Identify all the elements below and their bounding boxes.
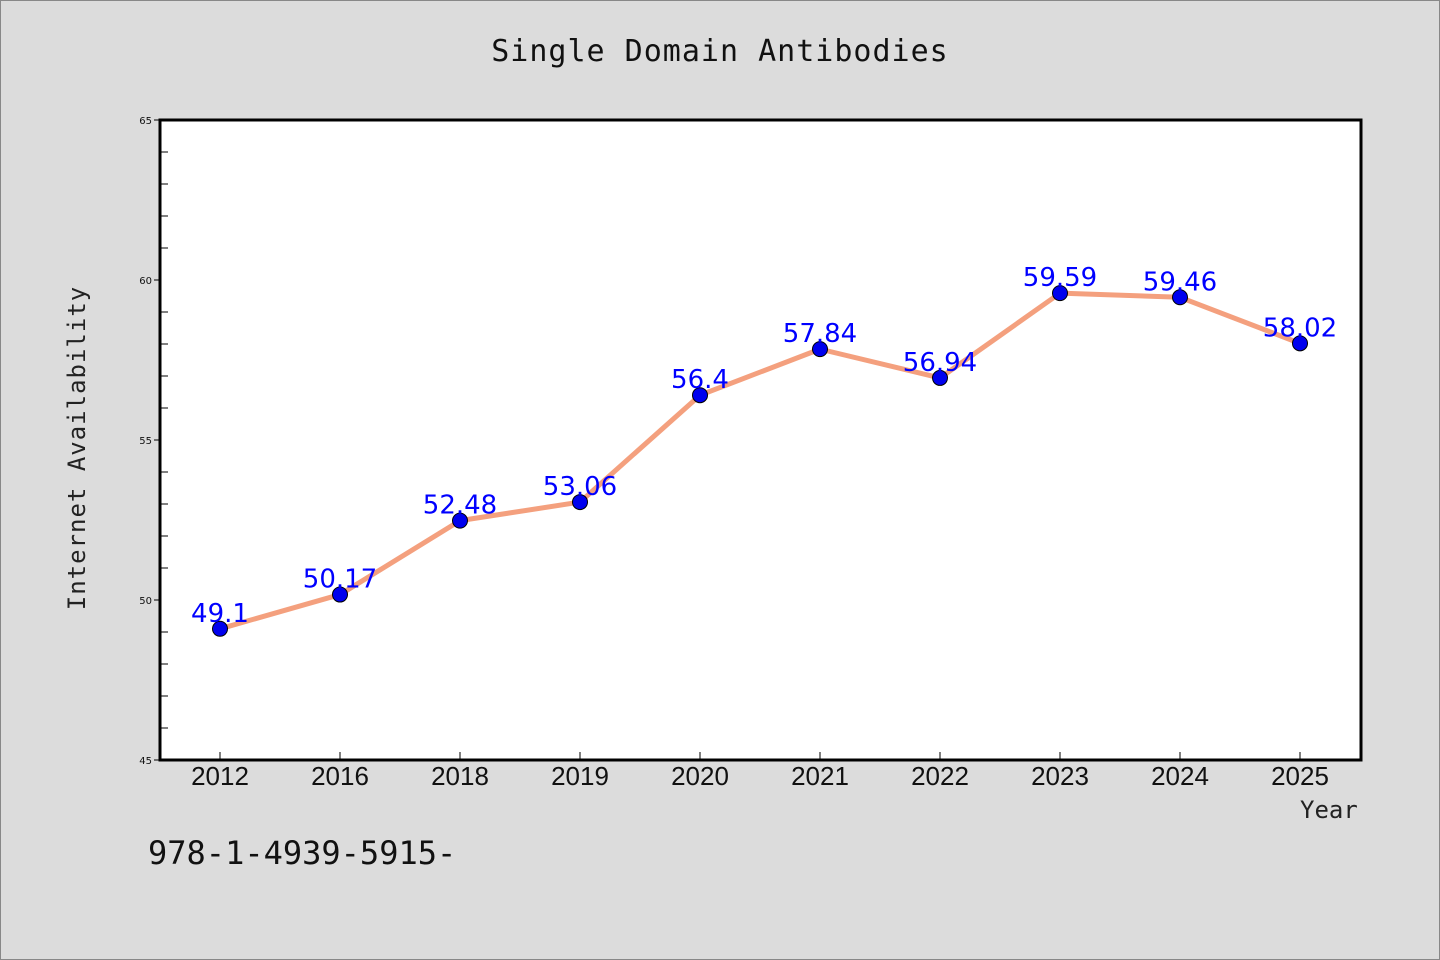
data-point — [212, 620, 228, 637]
data-point — [812, 341, 828, 358]
x-tick-label: 2021 — [791, 761, 849, 791]
data-point — [932, 369, 948, 386]
data-label: 58.02 — [1263, 313, 1337, 343]
data-label: 56.4 — [671, 365, 729, 395]
data-point — [692, 387, 708, 404]
x-tick-label: 2019 — [551, 761, 609, 791]
y-tick-label: 45 — [139, 756, 152, 767]
series-line — [217, 290, 1303, 632]
chart-title: Single Domain Antibodies — [491, 34, 949, 69]
y-tick-label: 55 — [139, 436, 152, 447]
data-label: 59.46 — [1143, 267, 1217, 297]
data-point — [452, 512, 468, 529]
y-tick-label: 50 — [139, 596, 152, 607]
x-tick-label: 2018 — [431, 761, 489, 791]
data-point — [1292, 335, 1308, 352]
x-tick-label: 2023 — [1031, 761, 1089, 791]
y-tick-label: 60 — [139, 276, 152, 287]
x-tick-label: 2024 — [1151, 761, 1209, 791]
x-tick-label: 2016 — [311, 761, 369, 791]
plot-frame — [158, 118, 1363, 762]
y-tick-label: 65 — [139, 116, 152, 127]
data-point — [332, 586, 348, 603]
x-tick-label: 2020 — [671, 761, 729, 791]
data-label: 57.84 — [783, 319, 857, 349]
x-tick-label: 2012 — [191, 761, 249, 791]
data-point — [572, 494, 588, 511]
x-tick-label: 2025 — [1271, 761, 1329, 791]
data-point — [1052, 285, 1068, 302]
data-label: 50.17 — [303, 565, 377, 595]
data-label: 49.1 — [191, 599, 249, 629]
data-label: 56.94 — [903, 348, 977, 378]
footer-code: 978-1-4939-5915- — [148, 834, 457, 872]
x-tick-label: 2022 — [911, 761, 969, 791]
data-label: 53.06 — [543, 472, 617, 502]
x-axis-label: Year — [1300, 796, 1358, 824]
data-label: 52.48 — [423, 491, 497, 521]
data-point — [1172, 289, 1188, 306]
data-label: 59.59 — [1023, 263, 1097, 293]
